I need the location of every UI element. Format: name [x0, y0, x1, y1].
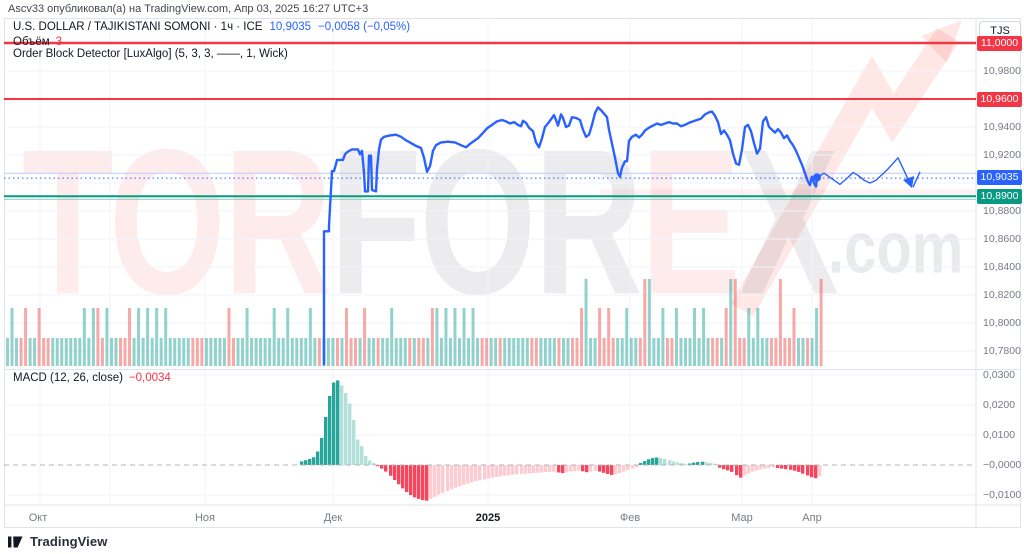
price-axis-badge: 10,9035: [977, 169, 1022, 185]
price-axis-label: 10,9400: [983, 121, 1021, 133]
chart-frame: [4, 18, 1021, 528]
tradingview-logo-text: TradingView: [30, 534, 108, 549]
time-axis-label: Дек: [323, 512, 343, 524]
tradingview-logo[interactable]: TradingView: [8, 534, 107, 549]
price-axis-label: 10,8400: [983, 261, 1021, 273]
price-axis-label: 10,8000: [983, 317, 1021, 329]
volume-label: Объём: [13, 36, 50, 48]
volume-legend[interactable]: Объём 3: [13, 36, 62, 48]
orderblock-legend[interactable]: Order Block Detector [LuxAlgo] (5, 3, 3,…: [13, 48, 288, 60]
tradingview-logo-icon: [8, 536, 23, 547]
price-axis-label: 0,0200: [983, 399, 1016, 411]
price-axis-label: 10,8200: [983, 289, 1021, 301]
orderblock-label: Order Block Detector [LuxAlgo] (5, 3, 3,…: [13, 48, 288, 60]
time-axis-label: Фев: [619, 512, 641, 524]
price-axis-badge: 10,9600: [977, 91, 1022, 107]
last-price: 10,9035: [269, 21, 312, 33]
macd-legend[interactable]: MACD (12, 26, close) −0,0034: [13, 372, 171, 384]
price-axis-label: 10,7800: [983, 345, 1021, 357]
price-axis-badge: 11,0000: [977, 35, 1022, 51]
price-axis-label: 10,9800: [983, 65, 1021, 77]
symbol-title: U.S. DOLLAR / TAJIKISTANI SOMONI · 1ч · …: [13, 21, 263, 33]
price-axis-label: 10,8600: [983, 233, 1021, 245]
time-axis-label: Окт: [28, 512, 48, 524]
price-axis-label: 10,8800: [983, 205, 1021, 217]
macd-value: −0,0034: [128, 372, 171, 384]
time-axis-label: Апр: [802, 512, 822, 524]
volume-value: 3: [55, 36, 63, 48]
price-axis-label: −0,0100: [983, 489, 1022, 501]
price-axis-badge: 10,8900: [977, 188, 1022, 204]
price-axis-label: 10,9200: [983, 149, 1021, 161]
time-axis-label: Мар: [731, 512, 753, 524]
symbol-legend[interactable]: U.S. DOLLAR / TAJIKISTANI SOMONI · 1ч · …: [13, 21, 410, 33]
price-axis-label: 0,0100: [983, 429, 1016, 441]
published-note: Ascv33 опубликовал(а) на TradingView.com…: [8, 3, 369, 15]
time-axis-label: Ноя: [194, 512, 216, 524]
price-axis-label: 0,0300: [983, 369, 1016, 381]
macd-label: MACD (12, 26, close): [13, 372, 123, 384]
price-axis-label: −0,0000: [983, 459, 1022, 471]
time-axis-label: 2025: [475, 512, 501, 524]
price-change: −0,0058 (−0,05%): [318, 21, 411, 33]
